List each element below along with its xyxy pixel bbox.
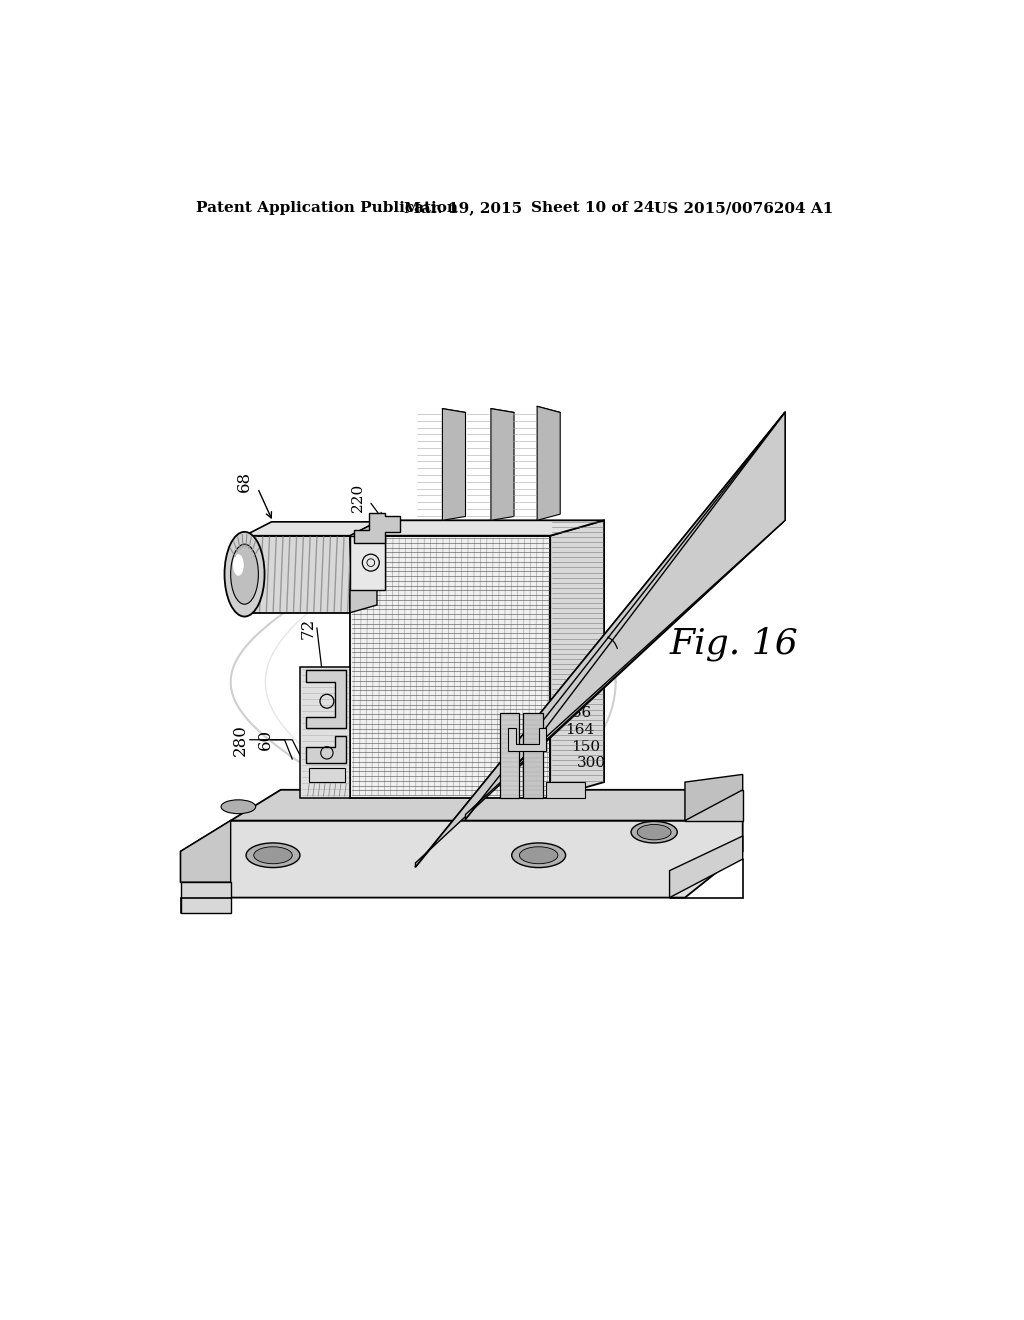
Text: Patent Application Publication: Patent Application Publication — [196, 202, 458, 215]
Ellipse shape — [230, 544, 258, 605]
Polygon shape — [180, 821, 230, 882]
Ellipse shape — [519, 847, 558, 863]
Text: 72: 72 — [299, 618, 316, 639]
Text: 220: 220 — [350, 483, 365, 512]
Polygon shape — [350, 536, 550, 797]
Text: 60: 60 — [257, 729, 273, 750]
Polygon shape — [230, 789, 742, 821]
Polygon shape — [180, 882, 230, 913]
Polygon shape — [309, 768, 345, 781]
Text: 300: 300 — [578, 756, 606, 770]
Polygon shape — [350, 536, 385, 590]
Text: 68: 68 — [236, 471, 253, 492]
Ellipse shape — [512, 843, 565, 867]
Polygon shape — [490, 409, 514, 520]
Polygon shape — [354, 512, 400, 544]
Polygon shape — [350, 521, 377, 612]
FancyArrowPatch shape — [608, 638, 617, 648]
Polygon shape — [512, 412, 785, 774]
Text: Sheet 10 of 24: Sheet 10 of 24 — [531, 202, 654, 215]
Ellipse shape — [246, 843, 300, 867]
Polygon shape — [508, 729, 547, 751]
Polygon shape — [306, 737, 346, 763]
Polygon shape — [670, 836, 742, 898]
Text: Mar. 19, 2015: Mar. 19, 2015 — [403, 202, 522, 215]
Polygon shape — [350, 520, 604, 536]
Text: US 2015/0076204 A1: US 2015/0076204 A1 — [654, 202, 834, 215]
Text: 280: 280 — [231, 723, 249, 755]
Text: 150: 150 — [571, 739, 600, 754]
Ellipse shape — [637, 825, 671, 840]
Polygon shape — [442, 409, 466, 520]
Polygon shape — [685, 775, 742, 821]
Text: 164: 164 — [565, 723, 595, 737]
Polygon shape — [300, 667, 350, 797]
Text: 66: 66 — [620, 643, 640, 660]
Text: 166: 166 — [562, 706, 591, 719]
Polygon shape — [523, 713, 543, 797]
Polygon shape — [416, 412, 785, 867]
Polygon shape — [245, 521, 377, 536]
Polygon shape — [550, 520, 604, 797]
Polygon shape — [180, 821, 742, 898]
Ellipse shape — [224, 532, 264, 616]
Polygon shape — [500, 713, 519, 797]
Text: Fig. 16: Fig. 16 — [670, 626, 799, 661]
Polygon shape — [306, 671, 346, 729]
Polygon shape — [466, 412, 785, 818]
Polygon shape — [685, 789, 742, 821]
Polygon shape — [547, 781, 585, 797]
Ellipse shape — [221, 800, 256, 813]
Ellipse shape — [254, 847, 292, 863]
Polygon shape — [538, 407, 560, 520]
Ellipse shape — [233, 554, 244, 576]
Polygon shape — [245, 536, 350, 612]
Ellipse shape — [631, 821, 677, 843]
